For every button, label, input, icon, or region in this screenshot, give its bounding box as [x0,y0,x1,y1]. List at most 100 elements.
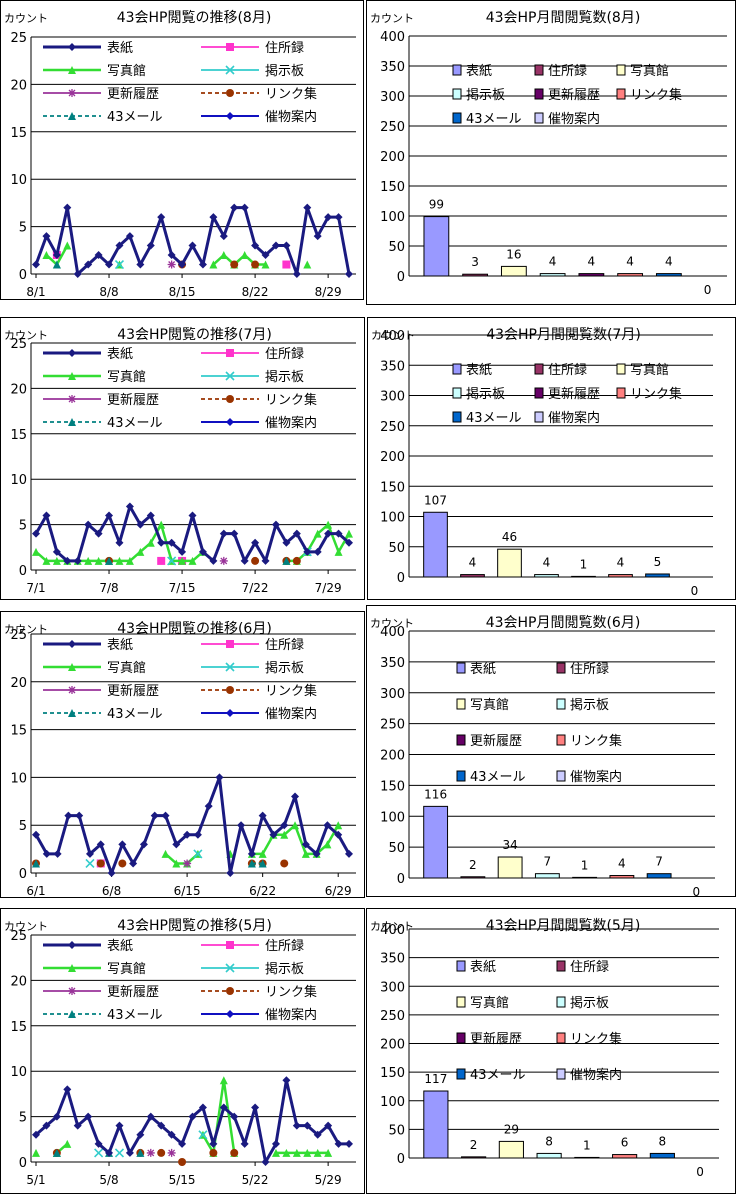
series-掲示板 [114,259,125,270]
series-line [201,1079,236,1155]
legend-swatch [534,64,544,76]
legend-label: 写真館 [107,661,146,676]
legend-swatch [616,363,626,375]
data-point [219,1103,228,1112]
legend-marker [68,112,76,120]
data-label: 16 [506,247,521,261]
legend-label: 更新履歴 [548,87,600,103]
data-label: 107 [424,493,447,507]
data-point [209,1148,218,1157]
legend-item: 住所録 [556,960,609,975]
series-掲示板 [85,849,203,869]
x-tick-label: 6/1 [26,884,45,898]
data-point [280,830,289,839]
legend-marker [68,686,76,694]
legend-label: リンク集 [570,733,622,749]
y-tick-label: 50 [388,841,405,856]
legend-swatch [556,996,566,1008]
legend-marker [68,663,76,671]
legend-item: 写真館 [43,370,146,385]
data-point [219,556,228,565]
legend-item: 催物案内 [534,111,600,127]
legend-item: リンク集 [201,984,317,1000]
data-point [291,821,300,830]
legend-marker [68,66,76,74]
y-axis-label: カウント [370,617,414,630]
legend-item: 写真館 [43,962,146,977]
y-tick-label: 250 [380,1009,405,1024]
legend-swatch [456,960,466,972]
legend-label: 催物案内 [265,706,317,722]
legend-item: 催物案内 [201,706,317,722]
bar [572,876,598,879]
y-tick-label: 10 [10,1065,27,1080]
legend-swatch [556,1068,566,1080]
data-point [94,251,103,260]
data-point [161,849,170,858]
y-tick-label: 0 [19,1156,27,1171]
data-point [146,511,155,520]
data-point [230,260,239,269]
y-tick-label: 250 [380,420,405,435]
legend-item: 写真館 [43,661,146,676]
legend-marker [68,941,76,949]
series-更新履歴 [167,260,176,269]
data-point [146,241,155,250]
series-line [34,775,351,875]
series-43メール [52,260,61,269]
y-tick-label: 15 [10,724,27,739]
chart-title: 43会HP閲覧の推移(7月) [117,326,272,343]
y-axis-label: カウント [370,12,414,25]
series-更新履歴 [183,859,192,868]
data-point [334,830,343,839]
y-tick-label: 300 [380,390,405,405]
x-tick-label: 6/8 [102,884,121,898]
legend-marker [68,709,76,717]
data-label: 4 [543,556,551,570]
data-point [167,556,177,566]
bar [609,875,635,879]
y-tick-label: 100 [380,1095,405,1110]
bar [655,273,682,277]
data-point [237,821,246,830]
legend-marker [225,371,235,381]
chart-title: 43会HP月間閲覧数(5月) [486,917,641,934]
bar [578,273,605,277]
legend-label: 更新履歴 [470,1031,522,1047]
chart-title: 43会HP月間閲覧数(8月) [486,9,641,26]
data-label: 0 [696,1165,704,1179]
data-label: 46 [502,530,517,544]
series-表紙 [32,773,353,877]
data-point [313,529,322,538]
data-point [204,802,213,811]
legend-swatch [452,88,462,100]
legend-label: 写真館 [470,698,509,713]
data-point [251,241,260,250]
data-point [32,260,40,269]
legend-item: 表紙 [43,347,133,362]
legend-marker [68,1010,76,1018]
legend-item: 更新履歴 [43,86,159,102]
data-point [139,840,148,849]
data-point [324,520,333,529]
data-point [32,547,40,556]
data-point [345,529,353,538]
data-point [230,529,239,538]
data-point [105,556,114,565]
y-tick-label: 200 [380,1038,405,1053]
legend-label: 更新履歴 [107,86,159,102]
legend-swatch [452,411,462,423]
legend-swatch [616,387,626,399]
legend-item: リンク集 [556,1031,622,1047]
data-point [118,859,127,868]
data-point [129,859,138,868]
y-axis-label: カウント [4,920,48,933]
legend-swatch [534,88,544,100]
x-tick-label: 7/1 [26,581,45,595]
legend-label: リンク集 [265,86,317,102]
legend-item: 写真館 [616,64,669,79]
y-tick-label: 25 [10,929,27,944]
legend-item: 掲示板 [201,961,304,977]
y-tick-label: 10 [10,473,27,488]
data-point [282,1076,291,1085]
